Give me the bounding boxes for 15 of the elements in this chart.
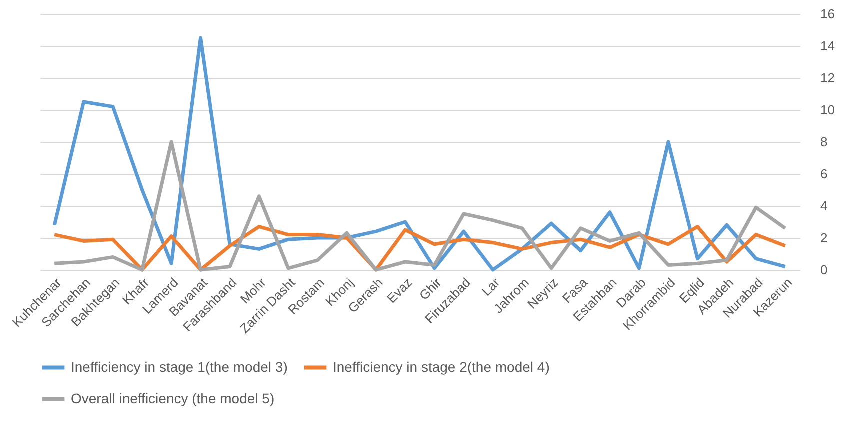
y-tick-label: 8 — [820, 134, 828, 150]
y-tick-label: 10 — [820, 102, 835, 118]
legend-label: Inefficiency in stage 2(the model 4) — [333, 358, 550, 375]
y-tick-label: 14 — [820, 38, 835, 54]
y-tick-label: 12 — [820, 70, 835, 86]
y-tick-label: 0 — [820, 262, 828, 278]
line-series — [52, 36, 788, 272]
line-series — [52, 140, 788, 272]
y-tick-label: 6 — [820, 166, 828, 182]
line-series — [52, 225, 788, 272]
legend-label: Overall inefficiency (the model 5) — [71, 390, 275, 406]
y-tick-label: 16 — [820, 6, 835, 22]
legend-label: Inefficiency in stage 1(the model 3) — [71, 358, 288, 375]
y-tick-label: 4 — [820, 198, 828, 214]
y-tick-label: 2 — [820, 230, 828, 246]
